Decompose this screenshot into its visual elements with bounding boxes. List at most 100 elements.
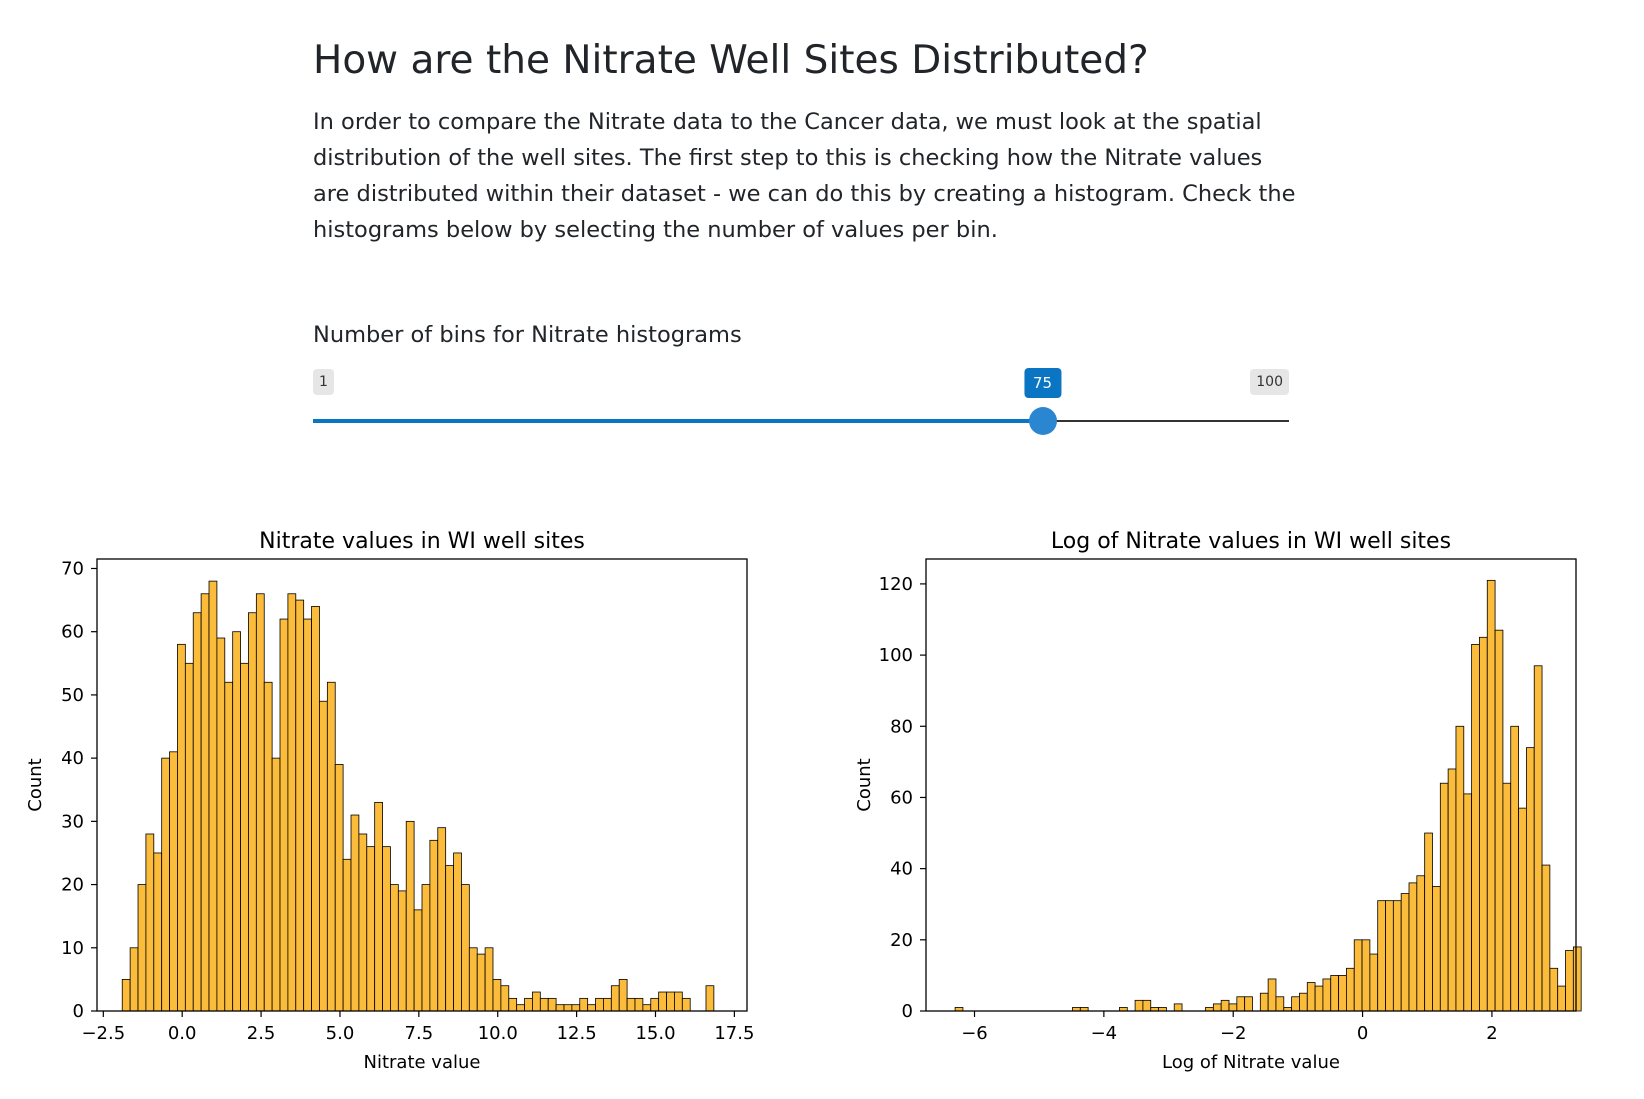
x-axis-label: Log of Nitrate value (1162, 1052, 1340, 1073)
histogram-bar (437, 827, 447, 1012)
histogram-bar (532, 991, 541, 1012)
x-tick-label: 17.5 (714, 1023, 754, 1044)
histogram-bar (1525, 747, 1535, 1012)
histogram-bar (468, 947, 478, 1012)
x-tick-label: 12.5 (557, 1023, 597, 1044)
histogram-bar (642, 1004, 652, 1012)
histogram-bar (129, 947, 139, 1012)
histogram-bar (1142, 999, 1152, 1012)
histogram-bar (287, 593, 297, 1012)
histogram-bar (366, 846, 376, 1012)
slider-label: Number of bins for Nitrate histograms (313, 322, 742, 348)
x-tick-label: 5.0 (326, 1023, 355, 1044)
histogram-bar (192, 612, 202, 1012)
y-tick-label: 0 (73, 1001, 84, 1022)
histogram-bar (1510, 725, 1519, 1012)
histogram-bar (1259, 992, 1269, 1012)
slider-thumb[interactable] (1028, 407, 1057, 435)
y-tick-label: 20 (890, 930, 913, 951)
histogram-bar (1228, 1003, 1238, 1012)
histogram-bar (1236, 996, 1246, 1012)
chart-title: Nitrate values in WI well sites (259, 529, 585, 554)
histogram-bar (177, 643, 186, 1012)
histogram-bar (1361, 939, 1371, 1012)
histogram-bar (618, 978, 628, 1012)
histogram-bar (1424, 832, 1433, 1012)
histogram-bar (421, 884, 431, 1012)
histogram-bar (200, 593, 210, 1012)
histogram-bar (326, 681, 336, 1012)
histogram-bar (1557, 985, 1566, 1012)
intro-paragraph: In order to compare the Nitrate data to … (313, 109, 1296, 243)
y-tick-label: 30 (61, 811, 84, 832)
histogram-bar (279, 618, 289, 1012)
x-tick-label: 10.0 (478, 1023, 518, 1044)
histogram-bar (1267, 978, 1277, 1012)
histogram-bar (1392, 900, 1402, 1012)
histogram-bar (1369, 953, 1379, 1012)
histogram-bar (1400, 893, 1410, 1012)
y-tick-label: 100 (879, 645, 913, 666)
plot-frame (925, 558, 1577, 1012)
log-nitrate-histogram: −6 −4 −2 0 2 0 20 40 60 80 100 120 Log of Nitrate va… (820, 515, 1644, 1099)
histogram-bar (484, 947, 494, 1012)
histogram-bar (1455, 725, 1465, 1012)
y-tick-label: 80 (890, 716, 913, 737)
histogram-bar (1518, 807, 1527, 1012)
histogram-bar (461, 884, 470, 1012)
histogram-bar (1275, 996, 1285, 1012)
histogram-bar (161, 757, 170, 1012)
histogram-bar (342, 858, 352, 1012)
histogram-bar (1471, 644, 1480, 1012)
histogram-bar (1541, 864, 1551, 1012)
histogram-bar (453, 852, 462, 1012)
histogram-bar (1322, 978, 1332, 1012)
histogram-bar (1377, 900, 1386, 1012)
histogram-bar (610, 985, 620, 1012)
slider-value-badge: 75 (1023, 368, 1062, 398)
histogram-bar (429, 839, 439, 1012)
histogram-bar (248, 612, 257, 1012)
histogram-bar (681, 997, 691, 1012)
histogram-bar (1330, 975, 1339, 1012)
y-tick-label: 40 (61, 748, 84, 769)
y-tick-label: 0 (902, 1001, 913, 1022)
histogram-bar (563, 1004, 573, 1012)
y-tick-label: 70 (61, 558, 84, 579)
bins-slider[interactable]: 1 100 75 (313, 360, 1289, 440)
histogram-bar (539, 997, 549, 1012)
histogram-bar (476, 953, 486, 1012)
histogram-bar (334, 764, 344, 1012)
histogram-bar (137, 884, 147, 1012)
histogram-bar (1244, 996, 1253, 1012)
histogram-bar (650, 997, 660, 1012)
plot-frame (96, 558, 748, 1012)
page-title: How are the Nitrate Well Sites Distribut… (313, 38, 1149, 83)
histogram-bar (255, 593, 265, 1012)
histogram-bar (1549, 967, 1559, 1012)
y-tick-label: 60 (890, 787, 913, 808)
slider-min-label: 1 (313, 369, 334, 395)
histogram-bar (295, 599, 305, 1012)
histogram-bar (603, 997, 612, 1012)
histogram-bar (1306, 982, 1316, 1012)
x-tick-label: −6 (961, 1023, 988, 1044)
histogram-bar (1338, 975, 1347, 1012)
y-tick-label: 20 (61, 875, 84, 896)
x-tick-label: −2 (1220, 1023, 1247, 1044)
histogram-bar (224, 681, 234, 1012)
histogram-bar (1291, 996, 1300, 1012)
histogram-bar (508, 997, 518, 1012)
x-tick-label: 7.5 (405, 1023, 434, 1044)
x-axis-label: Nitrate value (364, 1052, 481, 1073)
histogram-bar (1572, 946, 1582, 1012)
histogram-bar (169, 751, 178, 1012)
histogram-bar (555, 1004, 565, 1012)
histogram-bar (1479, 636, 1488, 1012)
histogram-bar (413, 909, 423, 1012)
histogram-bar (1565, 950, 1574, 1012)
histogram-bar (390, 884, 399, 1012)
histogram-bar (145, 833, 155, 1012)
y-axis-label: Count (854, 758, 875, 811)
y-tick-label: 60 (61, 622, 84, 643)
